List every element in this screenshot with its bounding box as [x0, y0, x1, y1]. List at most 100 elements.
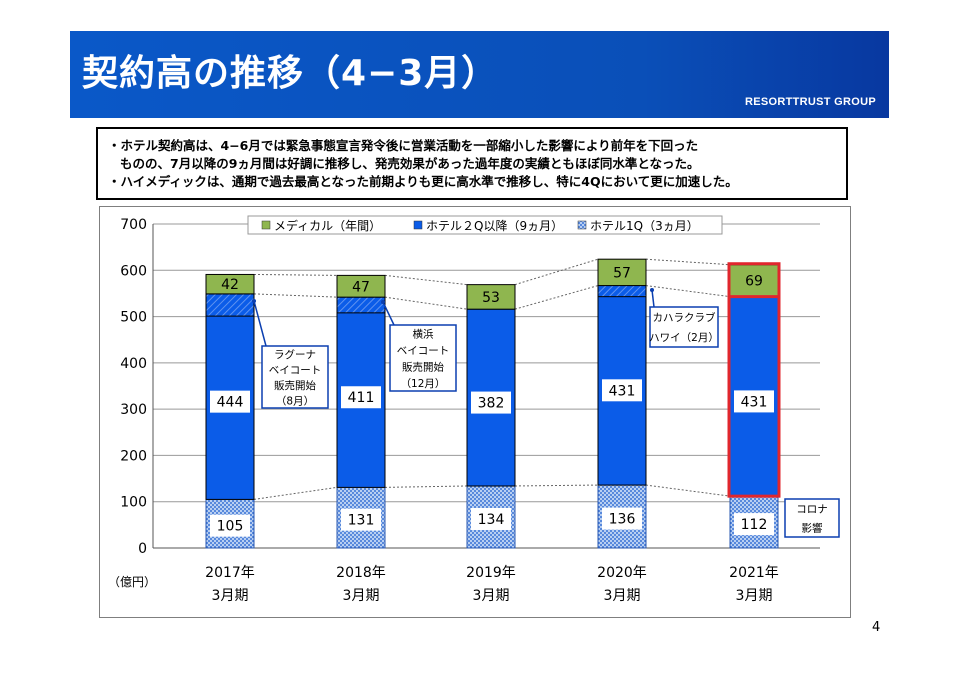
y-tick-label: 100 [120, 495, 147, 511]
y-tick-label: 0 [138, 541, 147, 557]
value-label-bg [471, 507, 511, 530]
bar-sales-effect [597, 285, 647, 298]
value-label-hotel-1q: 136 [609, 512, 636, 528]
callout-text: コロナ [796, 504, 828, 516]
y-tick-label: 700 [120, 217, 147, 233]
callout-pointer-dot [381, 300, 385, 304]
legend-medical-swatch [261, 220, 271, 230]
callout-text: ハワイ（2月） [649, 332, 719, 344]
value-label-hotel-1q: 131 [348, 513, 375, 529]
x-tick-label: 3月期 [473, 588, 510, 604]
callout-box [649, 306, 719, 348]
trend-line [253, 486, 338, 500]
callout-pointer [253, 300, 267, 347]
callout-box [389, 324, 457, 392]
value-label-hotel-2q: 431 [609, 383, 636, 399]
trend-line [645, 484, 731, 497]
callout-text: ベイコート [269, 364, 322, 376]
x-tick-label: 2021年 [729, 565, 779, 581]
value-label-bg [210, 514, 250, 537]
value-label-hotel-2q: 382 [478, 396, 505, 412]
callout-text: 販売開始 [274, 379, 316, 392]
x-tick-label: 3月期 [736, 588, 773, 604]
chart-frame [99, 206, 851, 618]
trend-line [384, 296, 468, 310]
unit-label: （億円） [108, 575, 156, 589]
value-label-bg [471, 391, 511, 414]
callout-text: カハラクラブ [653, 311, 716, 324]
callout-text: （12月） [401, 378, 446, 390]
legend-box [247, 215, 723, 235]
callout-box [784, 498, 840, 538]
x-tick-label: 3月期 [343, 588, 380, 604]
callout-pointer [651, 289, 655, 308]
x-tick-label: 2020年 [597, 565, 647, 581]
legend-medical: メディカル（年間） [274, 218, 381, 233]
value-label-medical: 42 [221, 277, 239, 293]
y-tick-label: 400 [120, 356, 147, 372]
summary-box: ・ホテル契約高は、4−6月では緊急事態宣言発令後に営業活動を一部縮小した影響によ… [96, 127, 848, 200]
bar-medical [466, 284, 516, 310]
callout-text: （8月） [276, 395, 314, 407]
x-tick-label: 3月期 [212, 588, 249, 604]
trend-line [384, 274, 468, 286]
value-label-hotel-2q: 411 [348, 390, 375, 406]
summary-line: ・ハイメディックは、通期で過去最高となった前期よりも更に高水準で推移し、特に4Q… [108, 174, 738, 189]
brand-label: RESORTTRUST GROUP [745, 96, 876, 108]
value-label-hotel-1q: 134 [478, 512, 505, 528]
legend-hotel-2q-swatch [413, 220, 423, 230]
callout-text: 販売開始 [402, 360, 444, 373]
value-label-bg [341, 508, 381, 531]
y-tick-label: 600 [120, 263, 147, 279]
y-tick-label: 300 [120, 402, 147, 418]
summary-line: ・ホテル契約高は、4−6月では緊急事態宣言発令後に営業活動を一部縮小した影響によ… [108, 138, 699, 153]
trend-line [384, 485, 468, 488]
callout-pointer-dot [252, 299, 256, 303]
trend-line [514, 484, 599, 487]
y-tick-label: 200 [120, 448, 147, 464]
callout-pointer [382, 301, 395, 326]
value-label-bg [602, 507, 642, 530]
value-label-bg [734, 513, 774, 536]
value-label-bg [734, 390, 774, 413]
x-tick-label: 2019年 [466, 565, 516, 581]
bar-sales-effect [336, 296, 386, 314]
bar-medical [205, 273, 255, 295]
y-tick-label: 500 [120, 310, 147, 326]
value-label-hotel-2q: 444 [217, 395, 244, 411]
trend-line [253, 273, 338, 276]
callout-text: ラグーナ [274, 348, 316, 361]
value-label-hotel-1q: 105 [217, 519, 244, 535]
x-tick-label: 3月期 [604, 588, 641, 604]
legend-hotel-2q: ホテル２Q以降（9ヵ月） [426, 219, 563, 233]
value-label-bg [210, 390, 250, 413]
trend-line [514, 285, 599, 310]
x-tick-label: 2018年 [336, 565, 386, 581]
value-label-bg [341, 386, 381, 409]
x-tick-label: 2017年 [205, 565, 255, 581]
value-label-medical: 47 [352, 279, 370, 295]
bar-medical [336, 274, 386, 298]
callout-text: 影響 [802, 522, 823, 535]
page-number: 4 [872, 620, 881, 635]
callout-text: ベイコート [397, 345, 450, 357]
trend-line [253, 293, 338, 298]
value-label-hotel-1q: 112 [741, 517, 768, 533]
trend-line [645, 258, 731, 266]
value-label-medical: 53 [482, 290, 500, 306]
highlight-frame [727, 262, 781, 498]
page-title: 契約高の推移（4−3月） [82, 53, 499, 94]
callout-text: 横浜 [413, 327, 434, 340]
value-label-bg [602, 379, 642, 402]
trend-line [514, 258, 599, 286]
value-label-medical: 69 [745, 274, 763, 290]
bar-medical [597, 258, 647, 287]
legend-hotel-1q-swatch [577, 220, 587, 230]
callout-pointer-dot [650, 288, 654, 292]
value-label-hotel-2q: 431 [741, 394, 768, 410]
value-label-medical: 57 [613, 265, 631, 281]
callout-box [261, 345, 329, 409]
trend-line [645, 285, 731, 298]
legend-hotel-1q: ホテル1Q（3ヵ月） [590, 219, 699, 233]
